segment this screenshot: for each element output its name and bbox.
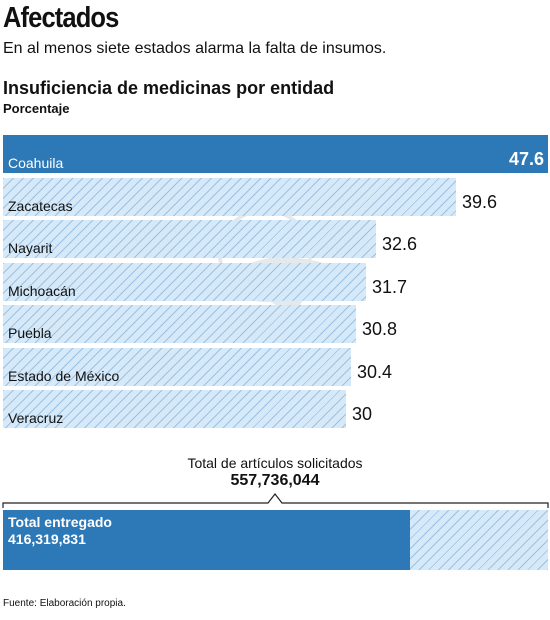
bar-category-label: Michoacán: [8, 283, 76, 299]
total-requested-value: 557,736,044: [230, 472, 320, 489]
bar-category-label: Estado de México: [8, 368, 120, 384]
bar-value-label: 30: [352, 404, 373, 424]
delivered-bar-fill: [3, 510, 410, 570]
chart-title: Insuficiencia de medicinas por entidad: [3, 78, 335, 98]
bar-4: Puebla: [3, 305, 356, 343]
bar-value-label: 39.6: [462, 192, 498, 212]
bar-2: Nayarit: [3, 220, 376, 258]
total-delivered-value: 416,319,831: [8, 531, 86, 547]
bar-category-label: Zacatecas: [8, 198, 73, 214]
bar-6: Veracruz: [3, 390, 346, 428]
bar-1: Zacatecas: [3, 178, 456, 216]
bar-category-label: Puebla: [8, 325, 52, 341]
total-delivered-label: Total entregado: [8, 514, 112, 530]
bar-category-label: Nayarit: [8, 240, 53, 256]
chart-unit-label: Porcentaje: [3, 101, 70, 116]
bar-category-label: Coahuila: [8, 155, 64, 171]
bar-value-label: 30.8: [362, 319, 398, 339]
bar-0: Coahuila: [3, 135, 548, 173]
source-note: Fuente: Elaboración propia.: [3, 598, 126, 609]
bar-3: Michoacán: [3, 263, 366, 301]
total-bracket: [2, 493, 549, 508]
bar-value-label: 47.6: [508, 149, 544, 169]
total-requested-label: Total de artículos solicitados: [187, 455, 363, 471]
bar-value-label: 30.4: [357, 362, 393, 382]
bar-5: Estado de México: [3, 348, 351, 386]
chart-headline: Afectados: [3, 2, 119, 34]
bar-value-label: 31.7: [372, 277, 408, 297]
bar-category-label: Veracruz: [8, 410, 64, 426]
delivered-bar-track: Total entregado 416,319,831: [3, 510, 548, 570]
bar-value-label: 32.6: [382, 234, 418, 254]
chart-subtitle: En al menos siete estados alarma la falt…: [3, 40, 387, 57]
